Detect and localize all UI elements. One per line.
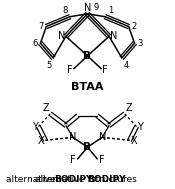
Text: 4: 4 [124, 61, 129, 70]
Text: N: N [58, 31, 65, 41]
Text: F: F [67, 65, 73, 75]
Text: N: N [84, 3, 91, 13]
Text: 2: 2 [132, 22, 137, 31]
Text: structures: structures [88, 175, 137, 184]
Text: N: N [99, 132, 106, 142]
Text: X: X [38, 136, 44, 146]
Text: BTAA: BTAA [71, 82, 104, 92]
Text: B: B [83, 142, 92, 152]
Text: Y: Y [32, 122, 37, 132]
Text: alternative: alternative [35, 175, 88, 184]
Text: 5: 5 [46, 61, 51, 70]
Text: F: F [70, 155, 76, 165]
Text: Y: Y [138, 122, 143, 132]
Text: X: X [131, 136, 137, 146]
Text: N: N [69, 132, 76, 142]
Text: BODIPY: BODIPY [88, 175, 126, 184]
Text: F: F [99, 155, 105, 165]
Text: 6: 6 [32, 39, 37, 48]
Text: 9: 9 [93, 3, 99, 12]
Text: alternative: alternative [6, 175, 58, 184]
Text: 1: 1 [108, 6, 113, 15]
Text: F: F [102, 65, 108, 75]
Text: 8: 8 [62, 6, 68, 15]
Text: B: B [83, 51, 92, 61]
Text: 7: 7 [38, 22, 43, 31]
Text: Z: Z [43, 103, 49, 113]
Text: N: N [110, 31, 117, 41]
Text: BODIPY: BODIPY [54, 175, 92, 184]
Text: 3: 3 [138, 39, 143, 48]
Text: Z: Z [126, 103, 132, 113]
